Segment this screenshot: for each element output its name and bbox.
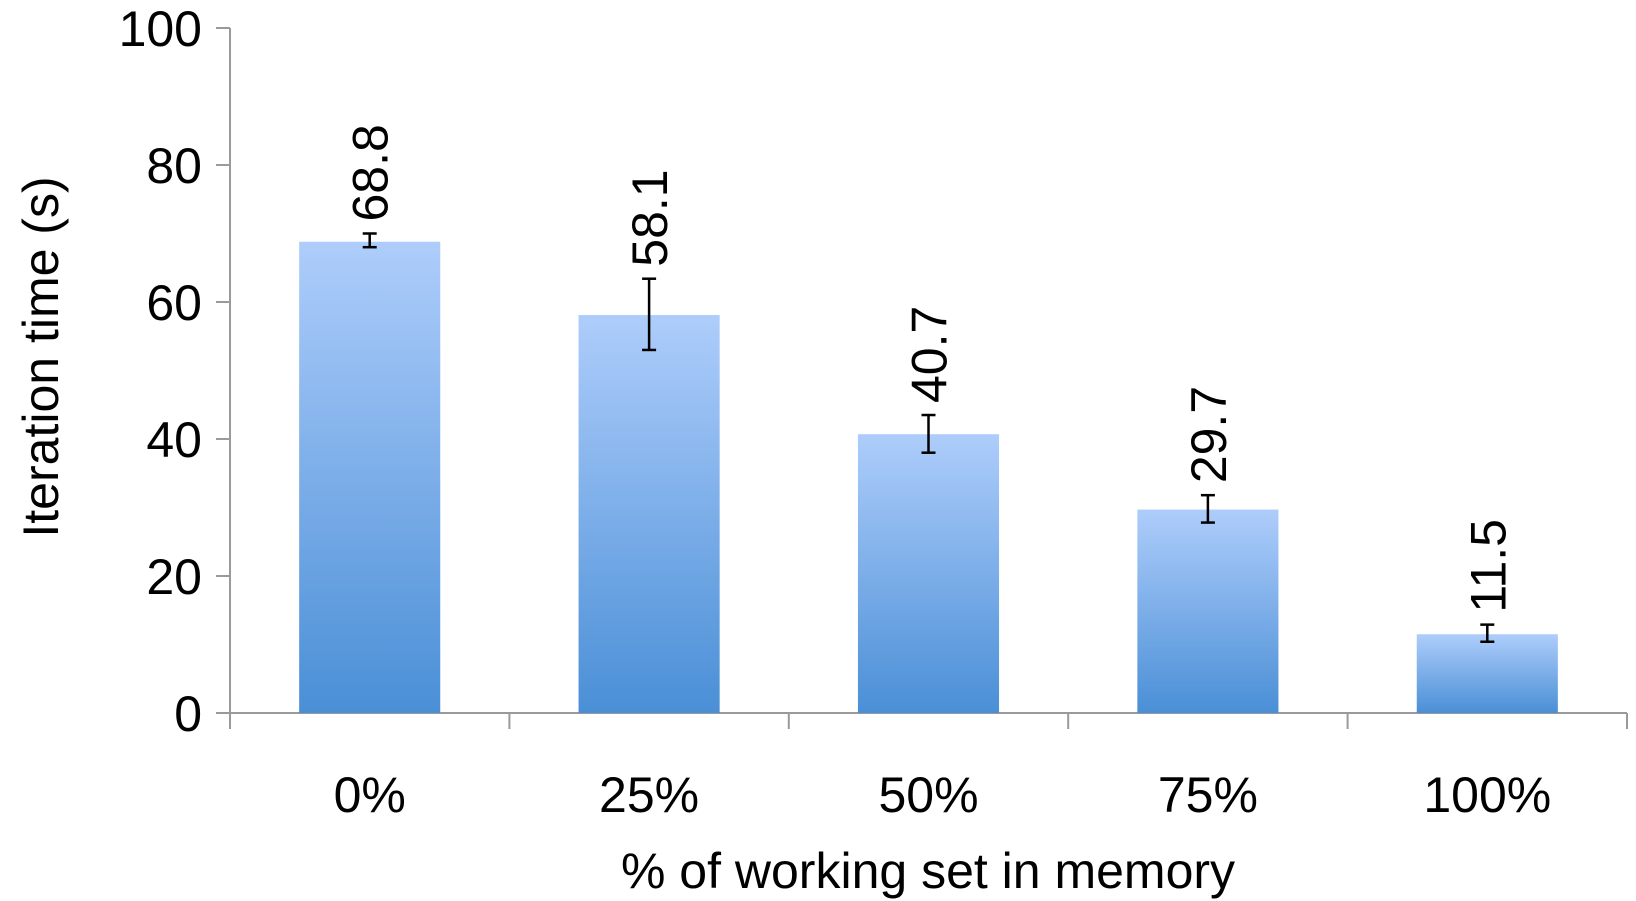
x-axis-title: % of working set in memory [621,843,1235,899]
bar [1416,634,1558,713]
error-bar [921,413,936,454]
error-bar [642,277,657,352]
x-tick-label: 25% [599,767,699,823]
y-tick-label: 20 [146,549,202,605]
data-label: 58.1 [622,169,678,266]
x-tick-label: 50% [878,767,978,823]
data-labels: 68.8 58.1 40.7 29.7 11.5 [343,124,1517,612]
bar [578,315,720,713]
y-tick-label: 100 [119,1,202,57]
y-tick-label: 0 [174,686,202,742]
error-bars [362,232,1495,644]
bar [1137,509,1279,713]
data-label: 68.8 [343,124,399,221]
data-label: 29.7 [1181,386,1237,483]
error-bar [1480,623,1495,644]
y-axis-title: Iteration time (s) [13,176,69,537]
bar [857,434,1000,713]
data-label: 40.7 [902,306,958,403]
y-tick-label: 60 [146,275,202,331]
bars [299,241,1558,713]
y-tick-label: 80 [146,138,202,194]
y-tick-label: 40 [146,412,202,468]
bar [299,241,441,713]
x-tick-label: 100% [1423,767,1551,823]
x-axis: 0% 25% 50% 75% 100% [229,712,1628,823]
x-tick-label: 75% [1158,767,1258,823]
y-axis: 0 20 40 60 80 100 [119,1,231,742]
error-bar [1200,493,1215,524]
data-label: 11.5 [1460,519,1516,613]
x-tick-label: 0% [334,767,406,823]
error-bar [362,232,377,249]
